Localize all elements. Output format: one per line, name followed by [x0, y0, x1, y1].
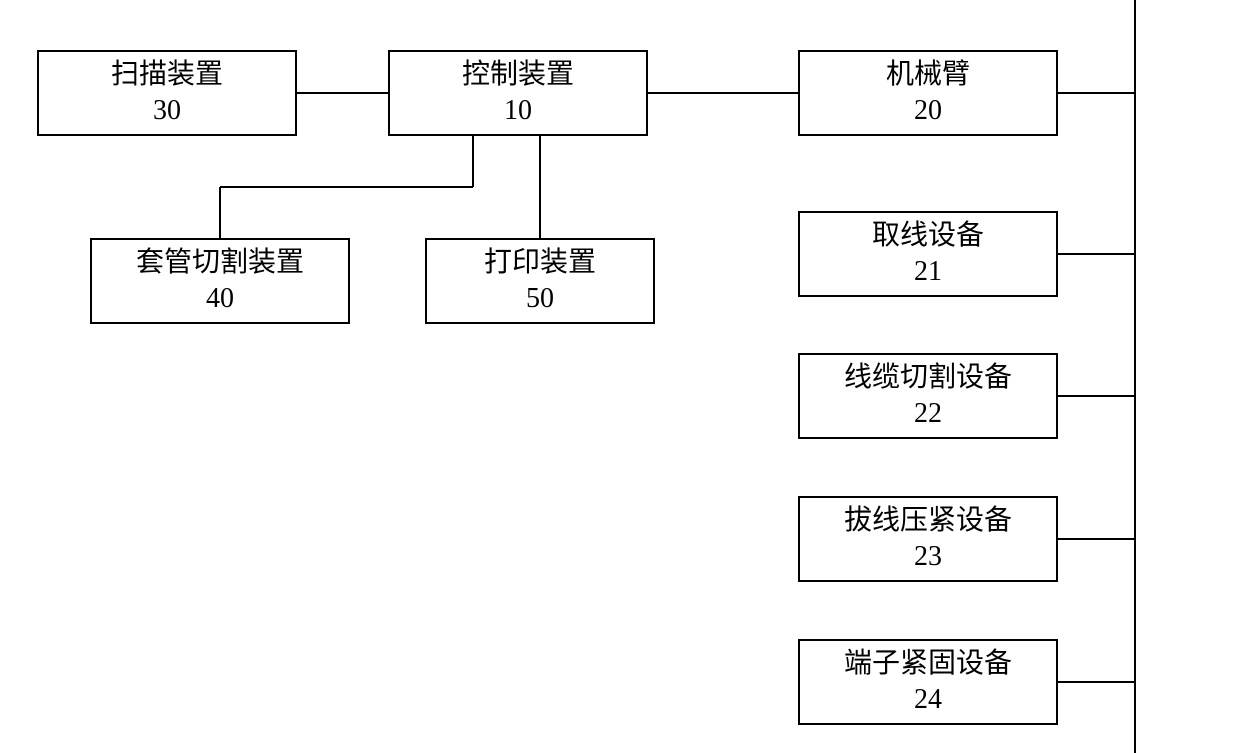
node-tube-cutting-device: 套管切割装置 40 — [90, 238, 350, 324]
node-number: 10 — [504, 93, 532, 129]
node-label: 拔线压紧设备 — [844, 503, 1012, 539]
node-number: 40 — [206, 281, 234, 317]
node-number: 21 — [914, 254, 942, 290]
node-number: 23 — [914, 539, 942, 575]
node-label: 端子紧固设备 — [844, 646, 1012, 682]
node-number: 30 — [153, 93, 181, 129]
node-label: 控制装置 — [462, 57, 574, 93]
node-terminal-fastening: 端子紧固设备 24 — [798, 639, 1058, 725]
node-number: 24 — [914, 682, 942, 718]
node-wire-pickup: 取线设备 21 — [798, 211, 1058, 297]
node-label: 机械臂 — [886, 57, 970, 93]
node-label: 套管切割装置 — [136, 245, 304, 281]
node-label: 打印装置 — [484, 245, 596, 281]
node-control-device: 控制装置 10 — [388, 50, 648, 136]
node-label: 线缆切割设备 — [844, 360, 1012, 396]
node-robot-arm: 机械臂 20 — [798, 50, 1058, 136]
node-label: 扫描装置 — [111, 57, 223, 93]
node-label: 取线设备 — [872, 218, 984, 254]
node-number: 20 — [914, 93, 942, 129]
node-printing-device: 打印装置 50 — [425, 238, 655, 324]
node-number: 50 — [526, 281, 554, 317]
node-wire-pull-press: 拔线压紧设备 23 — [798, 496, 1058, 582]
node-cable-cutting: 线缆切割设备 22 — [798, 353, 1058, 439]
node-number: 22 — [914, 396, 942, 432]
node-scanning-device: 扫描装置 30 — [37, 50, 297, 136]
